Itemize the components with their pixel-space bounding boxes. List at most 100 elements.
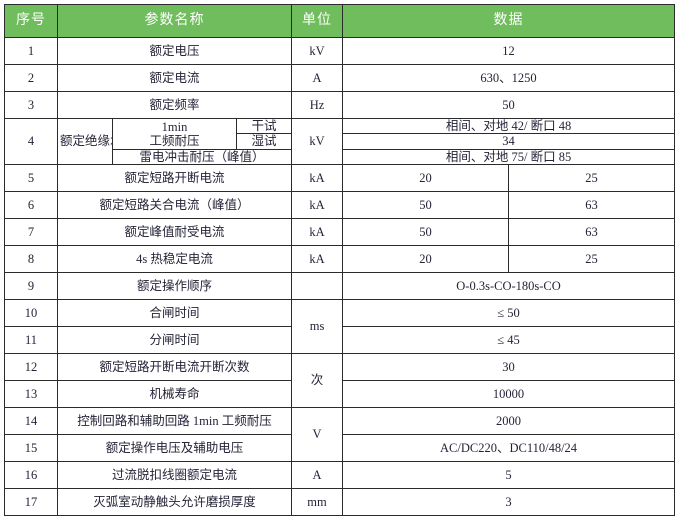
row-data-left: 20 [342, 245, 510, 274]
row-data: 3 [342, 488, 676, 516]
power-frequency-line1: 1min [161, 119, 188, 134]
dry-test-label: 干试 [235, 117, 293, 135]
power-frequency-line2: 工频耐压 [149, 133, 200, 148]
wet-test-label: 湿试 [235, 133, 293, 150]
row-unit: kV [291, 37, 344, 65]
row-parameter: 灭弧室动静触头允许磨损厚度 [56, 488, 293, 516]
table-row: 14 控制回路和辅助回路 1min 工频耐压 V 2000 [4, 407, 676, 463]
row-data-left: 50 [342, 191, 510, 220]
row-unit [291, 272, 344, 301]
row-index: 15 [4, 434, 58, 463]
table-row: 1 额定电压 kV 12 [4, 37, 676, 65]
table-header: 序号 参数名称 单位 数据 [4, 4, 676, 38]
row-unit: 次 [291, 353, 344, 409]
table-row: 6 额定短路关合电流（峰值） kA 50 63 [4, 191, 676, 220]
row-parameter: 额定频率 [56, 91, 293, 119]
row-index: 1 [4, 37, 58, 65]
row-index: 13 [4, 380, 58, 409]
row-index: 9 [4, 272, 58, 301]
row-index: 12 [4, 353, 58, 382]
header-data: 数据 [342, 4, 676, 38]
row-unit: kV [291, 117, 344, 166]
row-parameter: 额定电压 [56, 37, 293, 65]
row-parameter: 额定短路开断电流 [56, 164, 293, 193]
row-index: 6 [4, 191, 58, 220]
table-row: 11 分闸时间 ≤ 45 [4, 326, 676, 355]
table-body: 1 额定电压 kV 12 2 额定电流 A 630、1250 3 额定频率 Hz… [4, 37, 676, 516]
row-parameter: 额定操作电压及辅助电压 [56, 434, 293, 463]
row-unit: ms [291, 299, 344, 355]
row-data-right: 63 [508, 191, 676, 220]
table-row: 湿试 34 [5, 133, 676, 150]
row-data-left: 50 [342, 218, 510, 247]
table-row: 雷电冲击耐压（峰值） 相间、对地 75/ 断口 85 [5, 148, 676, 166]
header-row: 序号 参数名称 单位 数据 [4, 4, 676, 38]
row-data: 30 [342, 353, 676, 382]
row-parameter: 合闸时间 [56, 299, 293, 328]
row-parameter: 额定短路关合电流（峰值） [56, 191, 293, 220]
power-frequency-withstand-label: 1min 工频耐压 [112, 118, 237, 150]
row-parameter: 分闸时间 [56, 326, 293, 355]
row-index: 17 [4, 488, 58, 516]
wet-test-data: 34 [342, 133, 676, 150]
row-unit: A [291, 461, 344, 490]
table-row: 15 额定操作电压及辅助电压 AC/DC220、DC110/48/24 [4, 434, 676, 463]
insulation-group-label: 额定绝缘水平 [57, 117, 113, 166]
row-data-right: 63 [508, 218, 676, 247]
row-unit: kA [291, 164, 344, 193]
row-data-left: 20 [342, 164, 510, 193]
row-index: 5 [4, 164, 58, 193]
table-row: 3 额定频率 Hz 50 [4, 91, 676, 119]
row-unit: kA [291, 245, 344, 274]
row-parameter: 额定操作顺序 [56, 272, 293, 301]
row-parameter: 额定峰值耐受电流 [56, 218, 293, 247]
table-row: 10 合闸时间 ms ≤ 50 [4, 299, 676, 355]
row-unit: kA [291, 218, 344, 247]
row-data-right: 25 [508, 245, 676, 274]
table-row: 9 额定操作顺序 O-0.3s-CO-180s-CO [4, 272, 676, 301]
technical-specification-table: 序号 参数名称 单位 数据 1 额定电压 kV 12 2 额定电流 A 630、… [4, 4, 676, 516]
row-parameter: 额定电流 [56, 64, 293, 92]
lightning-impulse-label: 雷电冲击耐压（峰值） [111, 148, 293, 166]
row-index: 11 [4, 326, 58, 355]
row-index: 4 [4, 117, 58, 166]
table-row: 17 灭弧室动静触头允许磨损厚度 mm 3 [4, 488, 676, 516]
row-data: AC/DC220、DC110/48/24 [342, 434, 676, 463]
row-data: 5 [342, 461, 676, 490]
table-row: 2 额定电流 A 630、1250 [4, 64, 676, 92]
row-parameter: 控制回路和辅助回路 1min 工频耐压 [56, 407, 293, 436]
row-parameter: 机械寿命 [56, 380, 293, 409]
row-data: ≤ 50 [342, 299, 676, 328]
row-unit: Hz [291, 91, 344, 119]
row-data: 2000 [342, 407, 676, 436]
header-parameter: 参数名称 [56, 4, 293, 38]
spec-table-container: 序号 参数名称 单位 数据 1 额定电压 kV 12 2 额定电流 A 630、… [4, 4, 676, 516]
table-row: 5 额定短路开断电流 kA 20 25 [4, 164, 676, 193]
row-unit: A [291, 64, 344, 92]
row-unit: mm [291, 488, 344, 516]
row-data: ≤ 45 [342, 326, 676, 355]
table-row: 4 额定绝缘水平 1min 工频耐压 干试 kV 相间、对地 42/ 断口 48 [4, 117, 676, 166]
table-row: 16 过流脱扣线圈额定电流 A 5 [4, 461, 676, 490]
row-index: 8 [4, 245, 58, 274]
row-index: 7 [4, 218, 58, 247]
lightning-impulse-data: 相间、对地 75/ 断口 85 [342, 148, 676, 166]
row-index: 16 [4, 461, 58, 490]
row-parameter: 额定短路开断电流开断次数 [56, 353, 293, 382]
row-index: 10 [4, 299, 58, 328]
row-data: 50 [342, 91, 676, 119]
row-data: 630、1250 [342, 64, 676, 92]
table-row: 7 额定峰值耐受电流 kA 50 63 [4, 218, 676, 247]
row-data: 10000 [342, 380, 676, 409]
row-unit: V [291, 407, 344, 463]
row-data: 12 [342, 37, 676, 65]
table-row: 12 额定短路开断电流开断次数 次 30 [4, 353, 676, 409]
row-data: O-0.3s-CO-180s-CO [342, 272, 676, 301]
row-data-right: 25 [508, 164, 676, 193]
row-index: 14 [4, 407, 58, 436]
header-index: 序号 [4, 4, 58, 38]
table-row: 13 机械寿命 10000 [4, 380, 676, 409]
row-index: 3 [4, 91, 58, 119]
header-unit: 单位 [291, 4, 344, 38]
row-parameter: 过流脱扣线圈额定电流 [56, 461, 293, 490]
